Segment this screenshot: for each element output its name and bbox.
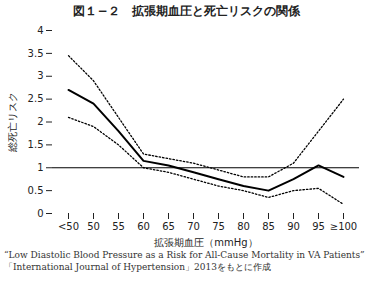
svg-text:1.5: 1.5 bbox=[28, 139, 44, 150]
svg-text:55: 55 bbox=[112, 221, 125, 232]
svg-text:0: 0 bbox=[37, 208, 43, 219]
svg-text:50: 50 bbox=[87, 221, 100, 232]
svg-text:85: 85 bbox=[262, 221, 275, 232]
svg-text:65: 65 bbox=[162, 221, 175, 232]
svg-text:3.5: 3.5 bbox=[28, 48, 44, 59]
svg-text:2: 2 bbox=[37, 116, 43, 127]
html-text:“Low Diastolic Blood Pressure: “Low Diastolic Blood Pressure as a Risk … bbox=[4, 250, 365, 260]
svg-text:70: 70 bbox=[187, 221, 200, 232]
svg-text:90: 90 bbox=[287, 221, 300, 232]
svg-text:<50: <50 bbox=[58, 221, 79, 232]
svg-text:1: 1 bbox=[37, 162, 43, 173]
svg-text:75: 75 bbox=[212, 221, 225, 232]
svg-text:2.5: 2.5 bbox=[28, 93, 44, 104]
svg-text:0.5: 0.5 bbox=[28, 185, 44, 196]
svg-text:4: 4 bbox=[37, 25, 43, 36]
svg-text:≥100: ≥100 bbox=[330, 221, 357, 232]
svg-text:拡張期血圧（mmHg）: 拡張期血圧（mmHg） bbox=[154, 237, 257, 248]
svg-text:60: 60 bbox=[137, 221, 150, 232]
svg-text:3: 3 bbox=[37, 70, 43, 81]
html-text:「International Journal of Hype: 「International Journal of Hypertension」2… bbox=[4, 262, 271, 272]
html-text:図１−２ 拡張期血圧と死亡リスクの関係: 図１−２ 拡張期血圧と死亡リスクの関係 bbox=[73, 4, 300, 18]
svg-text:80: 80 bbox=[237, 221, 250, 232]
svg-text:総死亡リスク: 総死亡リスク bbox=[7, 92, 18, 153]
svg-text:95: 95 bbox=[312, 221, 325, 232]
